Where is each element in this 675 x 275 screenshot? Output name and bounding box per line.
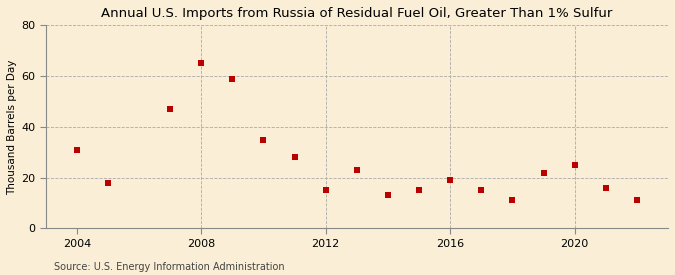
Point <box>196 61 207 65</box>
Point <box>632 198 643 203</box>
Point <box>601 186 612 190</box>
Point <box>569 163 580 167</box>
Text: Source: U.S. Energy Information Administration: Source: U.S. Energy Information Administ… <box>54 262 285 272</box>
Y-axis label: Thousand Barrels per Day: Thousand Barrels per Day <box>7 59 17 194</box>
Point <box>352 168 362 172</box>
Point <box>383 193 394 197</box>
Point <box>321 188 331 192</box>
Point <box>538 170 549 175</box>
Point <box>289 155 300 160</box>
Point <box>103 180 113 185</box>
Point <box>414 188 425 192</box>
Point <box>227 76 238 81</box>
Point <box>165 107 176 111</box>
Point <box>445 178 456 182</box>
Point <box>476 188 487 192</box>
Point <box>507 198 518 203</box>
Title: Annual U.S. Imports from Russia of Residual Fuel Oil, Greater Than 1% Sulfur: Annual U.S. Imports from Russia of Resid… <box>101 7 612 20</box>
Point <box>72 147 82 152</box>
Point <box>258 137 269 142</box>
